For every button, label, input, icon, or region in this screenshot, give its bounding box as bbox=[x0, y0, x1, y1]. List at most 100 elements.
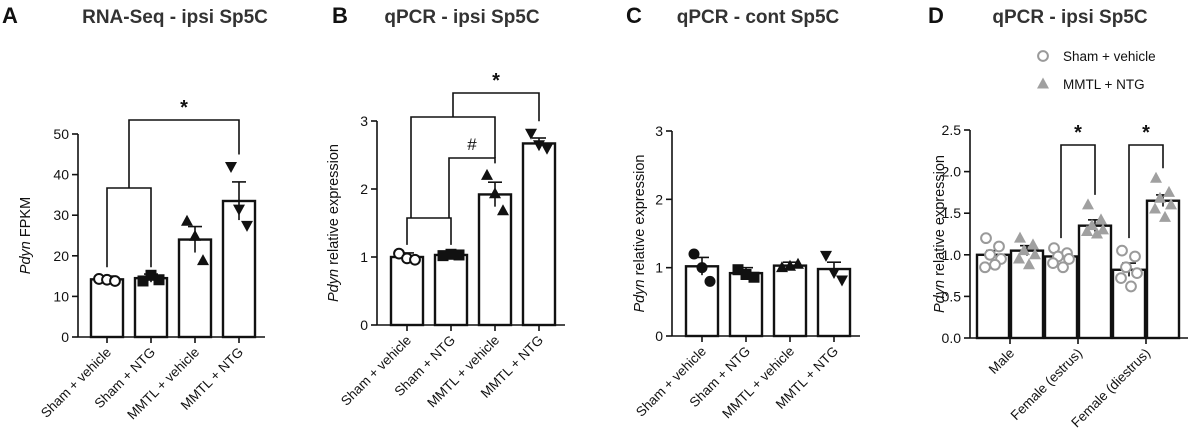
bar bbox=[684, 265, 720, 338]
data-point bbox=[836, 275, 848, 287]
data-point bbox=[1129, 250, 1141, 263]
y-tick-label: 1.5 bbox=[942, 205, 962, 221]
data-point bbox=[1023, 258, 1035, 270]
bar bbox=[772, 264, 808, 338]
y-axis-label-italic: Pdyn bbox=[632, 279, 648, 312]
y-tick-label: 2.5 bbox=[942, 122, 962, 138]
data-point bbox=[541, 143, 553, 155]
bar bbox=[433, 253, 469, 327]
y-axis-label-italic: Pdyn bbox=[932, 280, 948, 313]
y-tick-label: 3 bbox=[655, 123, 663, 139]
y-tick-label: 40 bbox=[53, 167, 69, 183]
panel-title: qPCR - ipsi Sp5C bbox=[992, 7, 1147, 28]
bar bbox=[1145, 199, 1181, 340]
panel-a: A RNA-Seq - ipsi Sp5C 0 10 20 30 40 50 Pdyn FPKM… bbox=[2, 3, 268, 422]
data-point bbox=[225, 161, 237, 173]
data-point bbox=[453, 249, 465, 261]
bracket-compare bbox=[448, 157, 496, 218]
data-point bbox=[489, 187, 501, 199]
x-tick-label: Female (estrus) bbox=[1008, 346, 1085, 423]
data-point bbox=[984, 248, 996, 261]
data-point bbox=[197, 254, 209, 266]
y-axis-label-rest: FPKM bbox=[18, 197, 34, 241]
data-point bbox=[1047, 257, 1059, 270]
data-point bbox=[1081, 225, 1093, 237]
data-point bbox=[1159, 210, 1171, 222]
data-point bbox=[1027, 238, 1039, 250]
bar bbox=[177, 238, 213, 339]
legend-label: MMTL + NTG bbox=[1063, 77, 1145, 92]
bar bbox=[133, 276, 169, 339]
bracket-compare bbox=[1128, 144, 1164, 239]
y-tick-label: 20 bbox=[53, 248, 69, 264]
bracket-compare bbox=[128, 119, 240, 188]
data-point bbox=[1029, 248, 1041, 260]
y-axis-label-rest: relative expression bbox=[932, 155, 948, 280]
data-point bbox=[1097, 223, 1109, 235]
significance-marker: * bbox=[1074, 122, 1082, 144]
panel-letter: D bbox=[928, 3, 944, 28]
data-point bbox=[145, 269, 157, 281]
legend-label: Sham + vehicle bbox=[1063, 49, 1156, 64]
panel-title: RNA-Seq - ipsi Sp5C bbox=[82, 7, 268, 28]
data-point bbox=[1120, 261, 1132, 274]
data-point bbox=[1063, 253, 1075, 265]
significance-marker: * bbox=[492, 70, 500, 92]
data-point bbox=[1057, 261, 1069, 274]
data-point bbox=[1163, 185, 1175, 197]
data-point bbox=[1018, 244, 1030, 256]
y-axis-label: Pdyn FPKM bbox=[18, 197, 34, 274]
data-point bbox=[989, 258, 1001, 271]
bar bbox=[1077, 224, 1113, 340]
bracket-compare-outer bbox=[452, 92, 540, 122]
data-point bbox=[1014, 231, 1026, 243]
panel-title: qPCR - cont Sp5C bbox=[677, 7, 840, 28]
data-point bbox=[153, 274, 165, 286]
data-point bbox=[481, 168, 493, 180]
data-point bbox=[1149, 202, 1161, 214]
data-point bbox=[1091, 227, 1103, 239]
significance-marker: * bbox=[180, 97, 188, 119]
y-tick-label: 3 bbox=[360, 113, 368, 129]
significance-marker: # bbox=[467, 135, 477, 154]
y-tick-label: 2 bbox=[360, 181, 368, 197]
data-point bbox=[1165, 198, 1177, 210]
y-tick-label: 50 bbox=[53, 126, 69, 142]
y-tick-label: 0.5 bbox=[942, 288, 962, 304]
data-point bbox=[437, 250, 449, 262]
y-tick-label: 0 bbox=[655, 328, 663, 344]
y-axis-label-rest: relative expression bbox=[326, 144, 342, 269]
y-tick-label: 10 bbox=[53, 288, 69, 304]
data-point bbox=[1086, 219, 1098, 231]
y-tick-label: 0.0 bbox=[942, 330, 962, 346]
data-point bbox=[241, 220, 253, 232]
data-point bbox=[828, 267, 840, 279]
bracket-compare bbox=[1060, 144, 1096, 239]
data-point bbox=[993, 240, 1005, 253]
data-point bbox=[1131, 267, 1143, 280]
bar bbox=[521, 142, 557, 327]
bar bbox=[389, 255, 425, 327]
y-tick-label: 1 bbox=[655, 260, 663, 276]
data-point bbox=[1116, 244, 1128, 257]
data-point bbox=[1150, 171, 1162, 183]
data-point bbox=[732, 264, 744, 276]
legend-marker bbox=[1037, 50, 1049, 62]
panel-letter: B bbox=[332, 3, 348, 28]
data-point bbox=[1095, 213, 1107, 225]
bracket-group bbox=[406, 217, 452, 245]
data-point bbox=[445, 248, 457, 260]
data-point bbox=[1115, 272, 1127, 284]
data-point bbox=[792, 257, 804, 269]
data-point bbox=[980, 232, 992, 245]
data-point bbox=[189, 229, 201, 241]
y-tick-label: 1 bbox=[360, 249, 368, 265]
y-tick-label: 1.0 bbox=[942, 247, 962, 263]
data-point bbox=[1125, 280, 1137, 293]
bracket-group bbox=[106, 187, 152, 268]
data-point bbox=[704, 275, 716, 287]
